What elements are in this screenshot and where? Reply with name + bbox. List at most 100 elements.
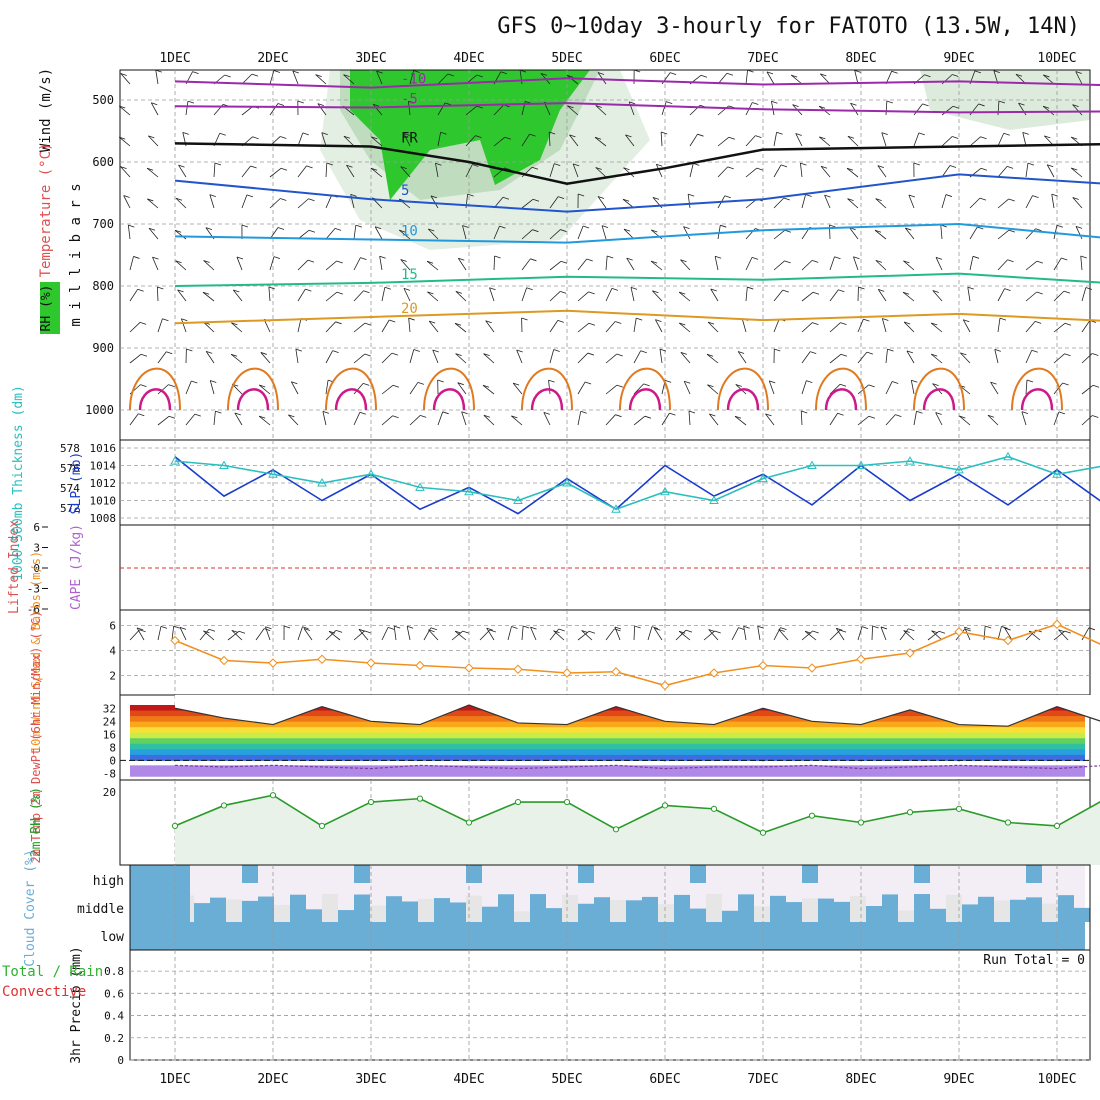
wind-barb-flag <box>993 70 1000 74</box>
thickness-point <box>709 495 719 504</box>
temp-contour-25 <box>913 367 965 411</box>
wind-barb <box>969 197 981 209</box>
wind-barb <box>171 626 175 641</box>
wind-barb-flag <box>1042 105 1050 109</box>
wind-tick: 2 <box>109 670 116 683</box>
cloud-middle-bar <box>306 909 322 922</box>
wind-barb <box>292 70 299 85</box>
wind-barb <box>707 384 719 395</box>
rh-area <box>175 795 1100 865</box>
wind-barb <box>290 381 299 395</box>
wind-barb-flag <box>519 69 527 73</box>
wind-barb-flag <box>974 70 982 74</box>
wind-barb-flag <box>1031 349 1038 353</box>
wind-barb-flag <box>623 228 631 232</box>
wind-barb <box>969 256 974 271</box>
temp-contour-25 <box>325 367 377 411</box>
wind-barb <box>521 133 530 147</box>
wind-barb <box>569 134 579 147</box>
wind-barb <box>1081 384 1094 395</box>
wind-barb-flag <box>765 413 772 417</box>
wind-barb-flag <box>734 415 742 419</box>
wind-barb <box>199 629 210 641</box>
wind-barb-flag <box>949 165 957 168</box>
rh2m-point <box>1053 822 1061 830</box>
wind-barb-flag <box>532 229 539 233</box>
wind-barb-flag <box>389 319 396 323</box>
wind-barb-flag <box>280 198 287 201</box>
wind-barb-flag <box>437 379 444 383</box>
temp-contour-25 <box>619 367 671 411</box>
wind-barb-flag <box>265 626 272 630</box>
wind-barb <box>549 229 561 240</box>
wind-barb <box>904 227 915 240</box>
wind-barb <box>175 197 187 209</box>
wind-barb <box>932 290 943 302</box>
wind-barb-flag <box>684 380 691 384</box>
wind-barb <box>1081 353 1093 364</box>
pressure-tick: 900 <box>92 341 114 355</box>
wind-barb-flag <box>679 322 686 326</box>
wind-barb <box>465 135 476 147</box>
wind-barb-flag <box>209 194 216 198</box>
wind-barb-flag <box>1075 71 1082 74</box>
wind-barb-flag <box>908 628 915 632</box>
wind-barb-flag <box>224 74 231 78</box>
li-tick: 6 <box>33 521 40 534</box>
wind-barb-flag <box>1064 353 1071 357</box>
wind-barb <box>853 256 859 271</box>
wind-barb-flag <box>1001 626 1008 629</box>
wind-barb-flag <box>669 412 676 416</box>
wind-barb <box>857 626 863 641</box>
wind-barb-flag <box>147 198 154 202</box>
wind-barb <box>232 289 243 302</box>
wind-barb-flag <box>680 352 687 355</box>
wind-barb <box>680 259 691 271</box>
cloud-middle-bar <box>1010 899 1026 922</box>
wind-barb <box>773 164 782 178</box>
wind-barb <box>709 413 719 426</box>
wind-barb-flag <box>878 288 885 292</box>
cloud-level-label: middle <box>77 902 124 917</box>
wind-tick: 6 <box>109 620 116 633</box>
wind-barb-flag <box>581 630 588 633</box>
wind-barb <box>129 353 142 364</box>
axis-label: 2m RH (%) <box>29 787 44 857</box>
wind-barb <box>623 167 635 178</box>
wind-barb <box>906 350 915 364</box>
wind-barb <box>577 225 584 240</box>
temp-band <box>130 738 1085 745</box>
li-tick: -6 <box>27 603 40 616</box>
wind-barb-flag <box>892 381 899 384</box>
rh2m-point <box>759 829 767 836</box>
wind-barb <box>521 626 524 641</box>
wind-barb <box>227 630 240 641</box>
wind-barb-flag <box>755 135 762 139</box>
wind-barb-flag <box>959 415 966 419</box>
temp-tick: -8 <box>103 767 116 780</box>
wind-barb-flag <box>231 630 238 633</box>
wind-barb <box>960 352 971 364</box>
wind-barb-flag <box>403 288 411 291</box>
wind-barb-flag <box>321 132 328 136</box>
wind-barb-flag <box>1092 415 1099 418</box>
wind-barb <box>258 384 271 395</box>
wind-barb <box>819 136 831 147</box>
wind-barb <box>129 629 140 641</box>
wind-barb <box>1053 290 1065 302</box>
wind-barb <box>230 353 243 364</box>
li-tick: -3 <box>27 583 40 596</box>
wind-barb <box>408 101 411 116</box>
wind-barb-flag <box>336 291 343 295</box>
wind-barb-flag <box>430 195 438 199</box>
wind-barb-flag <box>447 73 454 77</box>
wind-barb-flag <box>166 351 173 355</box>
wind-barb <box>1080 256 1083 271</box>
wind-barb-flag <box>175 260 182 264</box>
wind-barb <box>521 258 531 271</box>
date-label-top: 8DEC <box>845 51 876 66</box>
wind-barb <box>854 70 859 85</box>
wind-barb-flag <box>858 286 865 290</box>
wind-barb <box>317 103 327 116</box>
wind-barb <box>757 626 761 641</box>
